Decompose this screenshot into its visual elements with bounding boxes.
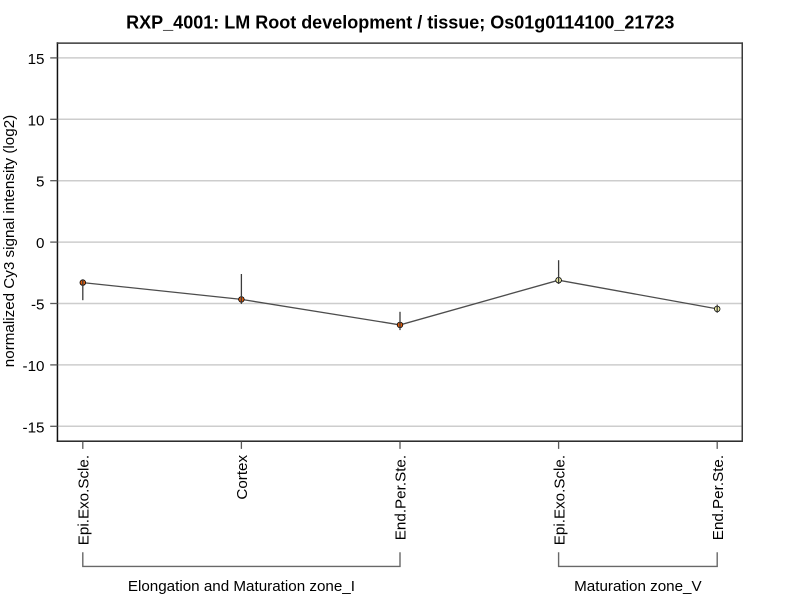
svg-text:End.Per.Ste.: End.Per.Ste. (393, 455, 410, 540)
svg-text:Epi.Exo.Scle.: Epi.Exo.Scle. (76, 455, 93, 545)
svg-text:-5: -5 (31, 297, 45, 314)
svg-text:End.Per.Ste.: End.Per.Ste. (710, 455, 727, 540)
svg-text:15: 15 (28, 51, 45, 68)
svg-text:Maturation zone_V: Maturation zone_V (574, 578, 702, 595)
svg-text:5: 5 (36, 174, 44, 191)
svg-text:normalized Cy3 signal intensit: normalized Cy3 signal intensity (log2) (1, 115, 18, 367)
svg-text:Cortex: Cortex (234, 454, 251, 499)
svg-text:Epi.Exo.Scle.: Epi.Exo.Scle. (551, 455, 568, 545)
svg-text:10: 10 (28, 112, 45, 129)
svg-text:-10: -10 (23, 358, 45, 375)
svg-text:Elongation and Maturation zone: Elongation and Maturation zone_I (128, 578, 355, 595)
svg-text:-15: -15 (23, 419, 45, 436)
svg-text:RXP_4001: LM Root development: RXP_4001: LM Root development / tissue; … (126, 13, 674, 33)
svg-text:0: 0 (36, 235, 44, 252)
